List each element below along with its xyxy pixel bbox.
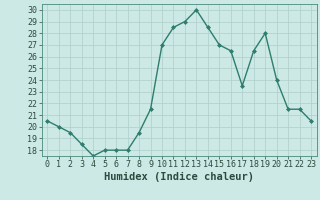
X-axis label: Humidex (Indice chaleur): Humidex (Indice chaleur) bbox=[104, 172, 254, 182]
